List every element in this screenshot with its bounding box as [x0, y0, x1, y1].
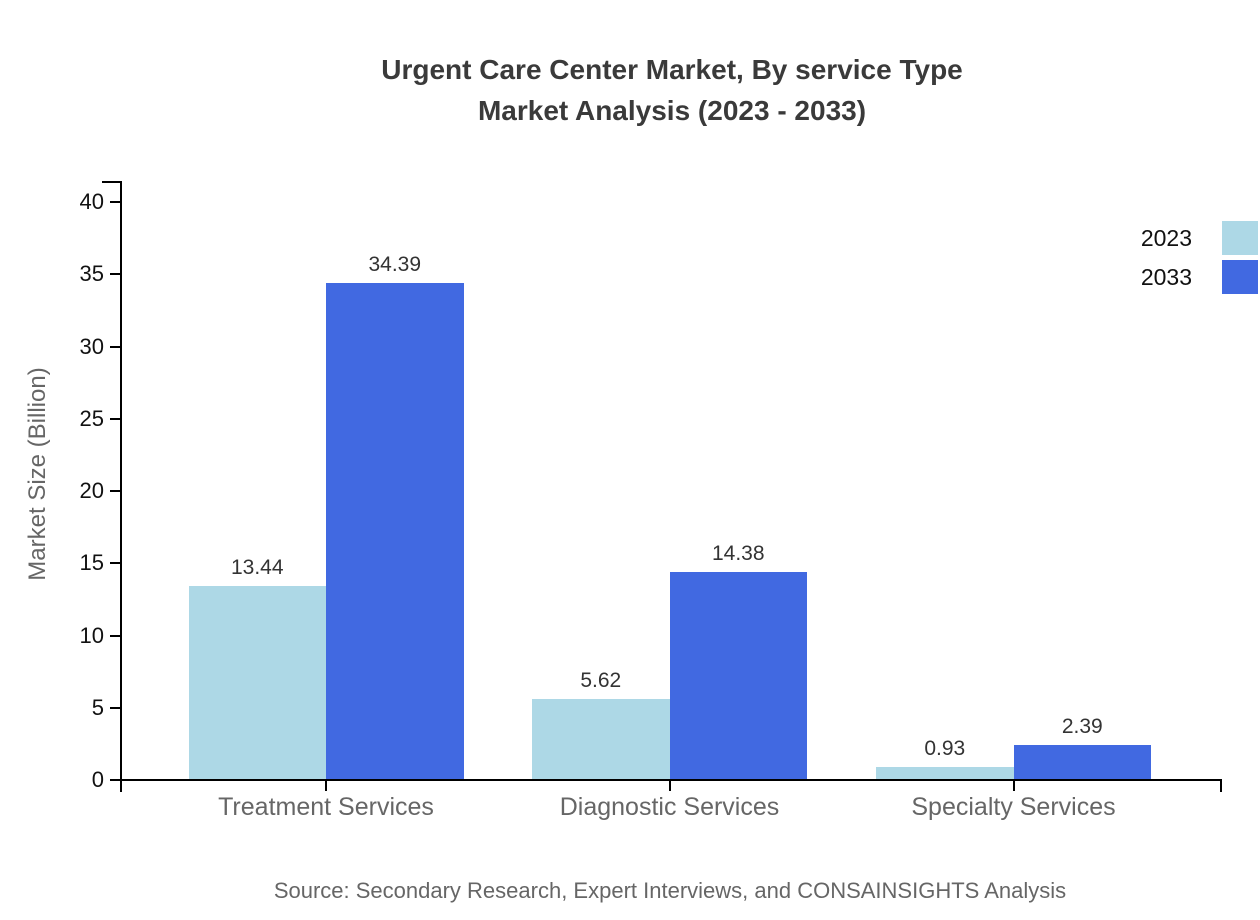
y-tick-label-15: 15	[79, 550, 104, 576]
bar-2023-diagnostic-services	[532, 698, 670, 780]
bar-value-label-2023-specialty-services: 0.93	[924, 736, 966, 760]
bar-value-label-2023-diagnostic-services: 5.62	[580, 668, 622, 692]
legend-label-2023: 2023	[1140, 224, 1192, 251]
legend-item-2033: 2033	[1141, 260, 1258, 294]
bar-2023-specialty-services	[876, 766, 1014, 780]
y-tick-label-0: 0	[91, 767, 104, 792]
y-axis-end-cap	[102, 181, 120, 183]
y-tick-label-35: 35	[79, 261, 104, 287]
x-category-label-specialty-services: Specialty Services	[911, 793, 1116, 821]
y-tick-15	[110, 562, 120, 565]
y-tick-0	[110, 779, 120, 781]
legend-label-2033: 2033	[1140, 263, 1192, 290]
chart-title-line1: Urgent Care Center Market, By service Ty…	[381, 54, 963, 85]
chart-title-line2: Market Analysis (2023 - 2033)	[477, 95, 867, 126]
bar-value-label-2033-specialty-services: 2.39	[1061, 715, 1103, 739]
y-axis-line	[120, 181, 122, 781]
bar-2033-treatment-services	[326, 283, 464, 780]
x-axis-line	[120, 779, 1222, 781]
x-tick-treatment-services	[325, 780, 327, 791]
bar-2033-specialty-services	[1013, 745, 1151, 780]
y-tick-35	[110, 273, 120, 276]
y-tick-40	[110, 201, 120, 203]
y-tick-10	[110, 634, 120, 637]
x-tick-diagnostic-services	[668, 780, 671, 791]
y-tick-20	[110, 490, 120, 492]
legend-swatch-2033	[1222, 260, 1258, 294]
y-tick-label-10: 10	[79, 622, 104, 648]
y-tick-label-20: 20	[79, 478, 104, 503]
y-tick-label-5: 5	[91, 694, 104, 720]
bar-value-label-2033-treatment-services: 34.39	[368, 253, 422, 277]
bar-value-label-2033-diagnostic-services: 14.38	[711, 542, 765, 566]
legend-swatch-2023	[1222, 221, 1258, 255]
y-tick-5	[110, 706, 120, 709]
bar-value-label-2023-treatment-services: 13.44	[230, 555, 284, 579]
legend-item-2023: 2023	[1141, 221, 1258, 255]
y-tick-25	[110, 417, 120, 420]
y-tick-label-40: 40	[79, 189, 104, 214]
chart-title: Urgent Care Center Market, By service Ty…	[84, 49, 1260, 131]
x-category-label-treatment-services: Treatment Services	[218, 793, 434, 821]
x-category-label-diagnostic-services: Diagnostic Services	[559, 793, 780, 821]
x-axis-end-cap-right	[1220, 781, 1222, 792]
y-tick-label-25: 25	[79, 405, 104, 431]
y-tick-30	[110, 345, 120, 348]
x-axis-end-cap-left	[120, 781, 122, 792]
source-note: Source: Secondary Research, Expert Inter…	[273, 878, 1067, 903]
bar-2033-diagnostic-services	[669, 572, 807, 780]
y-tick-label-30: 30	[79, 333, 104, 359]
x-tick-specialty-services	[1012, 780, 1015, 791]
bar-2023-treatment-services	[188, 585, 326, 780]
